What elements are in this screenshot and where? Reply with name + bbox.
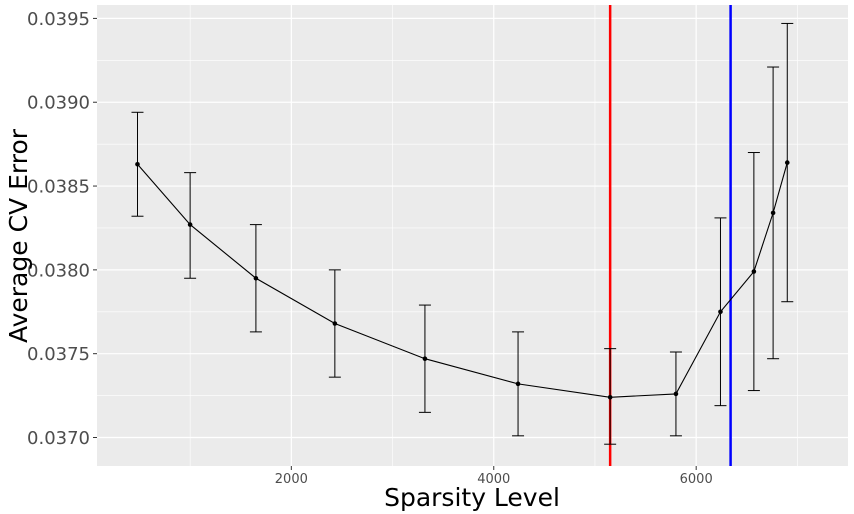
x-tick-label: 4000 [477, 472, 510, 487]
data-point [718, 309, 723, 315]
data-point [607, 394, 613, 400]
data-point [187, 222, 193, 227]
grid-minor [97, 5, 848, 466]
x-axis-title: Sparsity Level [384, 483, 560, 512]
y-tick-label: 0.0380 [27, 260, 90, 281]
data-points [135, 160, 790, 400]
x-tick-label: 2000 [275, 472, 308, 487]
data-point [253, 275, 259, 281]
y-axis-ticks: 0.0370 0.0375 0.0380 0.0385 0.0390 0.0395 [27, 9, 97, 449]
data-point [515, 381, 521, 387]
data-point [673, 391, 679, 397]
y-tick-label: 0.0370 [27, 428, 90, 449]
data-point [332, 321, 338, 326]
data-point [770, 210, 776, 216]
y-tick-label: 0.0395 [27, 9, 90, 30]
x-axis-ticks: 2000 4000 6000 [275, 466, 713, 487]
grid-major [97, 5, 848, 466]
x-tick-label: 6000 [680, 472, 713, 487]
series-line-group [137, 162, 788, 398]
y-tick-label: 0.0390 [27, 93, 90, 114]
data-point [751, 269, 757, 274]
data-point [422, 356, 428, 362]
series-line [137, 162, 788, 398]
y-axis-title: Average CV Error [4, 128, 33, 343]
data-point [135, 161, 140, 167]
data-point [784, 160, 790, 165]
y-tick-label: 0.0375 [27, 344, 90, 365]
panel-background [97, 5, 848, 466]
y-tick-label: 0.0385 [27, 177, 90, 198]
